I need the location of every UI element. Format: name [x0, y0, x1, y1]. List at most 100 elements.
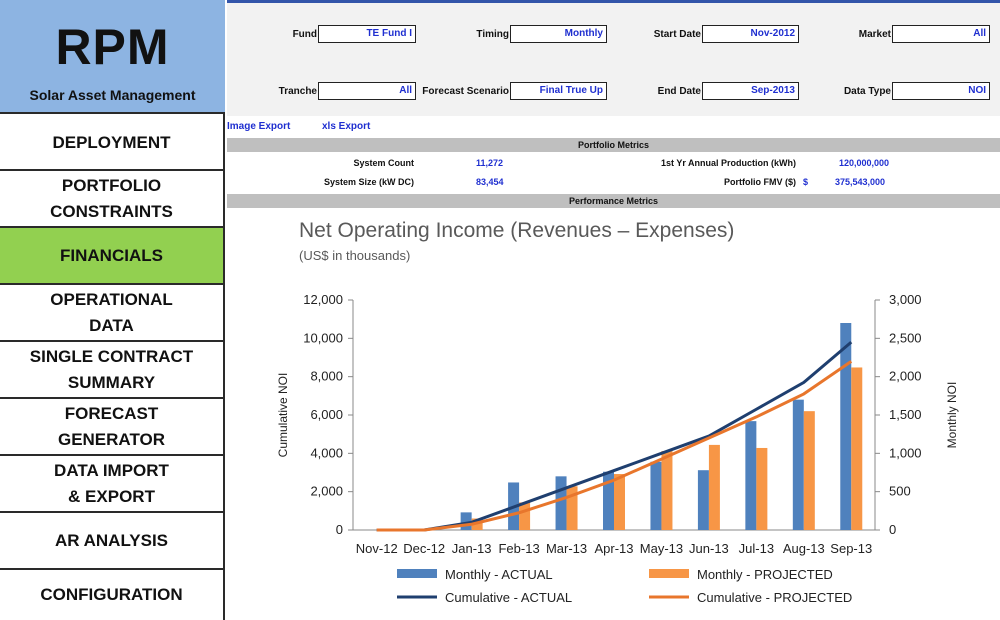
- nav-data-import-export[interactable]: DATA IMPORT & EXPORT: [0, 456, 223, 513]
- bar-actual: [792, 399, 804, 530]
- x-tick-label: Jun-13: [689, 541, 729, 556]
- x-tick-label: Nov-12: [356, 541, 398, 556]
- x-tick-label: May-13: [640, 541, 683, 556]
- left-tick-label: 10,000: [303, 330, 343, 345]
- bar-actual: [555, 476, 567, 530]
- x-tick-label: Apr-13: [594, 541, 633, 556]
- bar-projected: [851, 367, 863, 530]
- sidebar: RPM Solar Asset Management DEPLOYMENT PO…: [0, 0, 225, 620]
- legend-label: Cumulative - PROJECTED: [697, 590, 852, 605]
- fmv-value: 375,543,000: [835, 177, 886, 187]
- right-tick-label: 500: [889, 484, 911, 499]
- legend-label: Monthly - PROJECTED: [697, 567, 833, 582]
- xls-export-link[interactable]: xls Export: [322, 121, 371, 132]
- legend-label: Cumulative - ACTUAL: [445, 590, 572, 605]
- nav-portfolio-constraints[interactable]: PORTFOLIO CONSTRAINTS: [0, 171, 223, 228]
- timing-select[interactable]: Monthly: [510, 25, 607, 43]
- right-tick-label: 3,000: [889, 292, 922, 307]
- system-count-label: System Count: [353, 158, 414, 168]
- tranche-select[interactable]: All: [318, 82, 416, 100]
- end-date-select[interactable]: Sep-2013: [702, 82, 799, 100]
- market-label: Market: [858, 29, 891, 40]
- x-tick-label: Mar-13: [546, 541, 587, 556]
- left-tick-label: 2,000: [310, 484, 343, 499]
- performance-metrics-header: Performance Metrics: [227, 194, 1000, 208]
- brand-subtitle: Solar Asset Management: [29, 87, 196, 103]
- right-axis-title: Monthly NOI: [945, 382, 959, 449]
- image-export-link[interactable]: Image Export: [227, 121, 291, 132]
- market-select[interactable]: All: [892, 25, 990, 43]
- right-tick-label: 1,000: [889, 445, 922, 460]
- legend-label: Monthly - ACTUAL: [445, 567, 553, 582]
- left-axis-title: Cumulative NOI: [276, 373, 290, 458]
- bar-projected: [661, 451, 673, 530]
- fmv-currency: $: [803, 177, 809, 187]
- nav-financials[interactable]: FINANCIALS: [0, 228, 223, 285]
- x-tick-label: Feb-13: [498, 541, 539, 556]
- chart-title: Net Operating Income (Revenues – Expense…: [299, 219, 734, 242]
- system-size-label: System Size (kW DC): [323, 177, 414, 187]
- x-tick-label: Dec-12: [403, 541, 445, 556]
- nav-label: SINGLE CONTRACT SUMMARY: [29, 346, 194, 392]
- fmv-label: Portfolio FMV ($): [724, 177, 796, 187]
- timing-label: Timing: [476, 29, 509, 40]
- bar-actual: [745, 421, 757, 530]
- nav-ar-analysis[interactable]: AR ANALYSIS: [0, 513, 223, 570]
- nav-label: FINANCIALS: [60, 245, 163, 265]
- nav-label: CONFIGURATION: [40, 585, 183, 604]
- left-tick-label: 8,000: [310, 369, 343, 384]
- bar-actual: [460, 512, 472, 530]
- nav-label: AR ANALYSIS: [54, 530, 169, 550]
- right-tick-label: 0: [889, 522, 896, 537]
- forecast-scenario-select[interactable]: Final True Up: [510, 82, 607, 100]
- fund-select[interactable]: TE Fund I: [318, 25, 416, 43]
- bar-actual: [840, 323, 852, 530]
- noi-chart-svg: Net Operating Income (Revenues – Expense…: [276, 219, 959, 605]
- data-type-select[interactable]: NOI: [892, 82, 990, 100]
- bar-projected: [566, 486, 578, 530]
- bar-actual: [603, 471, 614, 530]
- nav-label: FORECAST GENERATOR: [57, 403, 166, 449]
- left-tick-label: 4,000: [310, 445, 343, 460]
- bar-actual: [650, 461, 662, 530]
- nav-operational-data[interactable]: OPERATIONAL DATA: [0, 285, 223, 342]
- legend-swatch-projected: [649, 569, 689, 578]
- bar-projected: [756, 447, 768, 530]
- nav-configuration[interactable]: CONFIGURATION: [0, 570, 223, 620]
- bar-projected: [519, 502, 531, 530]
- nav-label: DEPLOYMENT: [52, 132, 171, 152]
- nav-deployment[interactable]: DEPLOYMENT: [0, 116, 223, 171]
- bar-projected: [803, 411, 815, 530]
- annual-production-value: 120,000,000: [839, 158, 890, 168]
- forecast-scenario-label: Forecast Scenario: [422, 86, 509, 97]
- start-date-label: Start Date: [653, 29, 701, 40]
- tranche-label: Tranche: [278, 86, 317, 97]
- nav-label: DATA IMPORT & EXPORT: [54, 460, 169, 506]
- nav-single-contract-summary[interactable]: SINGLE CONTRACT SUMMARY: [0, 342, 223, 399]
- system-size-value: 83,454: [476, 177, 504, 187]
- nav-forecast-generator[interactable]: FORECAST GENERATOR: [0, 399, 223, 456]
- bar-projected: [708, 444, 720, 530]
- filter-panel: Fund TE Fund I Timing Monthly Start Date…: [227, 0, 1000, 116]
- x-tick-label: Jul-13: [739, 541, 774, 556]
- left-tick-label: 0: [336, 522, 343, 537]
- line-cumulative-projected: [376, 360, 853, 532]
- annual-production-label: 1st Yr Annual Production (kWh): [660, 158, 796, 168]
- x-tick-label: Jan-13: [452, 541, 492, 556]
- fund-label: Fund: [292, 29, 317, 40]
- x-tick-label: Sep-13: [830, 541, 872, 556]
- system-count-value: 11,272: [476, 158, 504, 168]
- right-tick-label: 1,500: [889, 407, 922, 422]
- right-tick-label: 2,500: [889, 330, 922, 345]
- nav-label: PORTFOLIO CONSTRAINTS: [50, 175, 173, 221]
- left-tick-label: 12,000: [303, 292, 343, 307]
- right-tick-label: 2,000: [889, 369, 922, 384]
- bar-projected: [614, 474, 625, 530]
- noi-chart: Net Operating Income (Revenues – Expense…: [227, 208, 1000, 620]
- portfolio-metrics-header: Portfolio Metrics: [227, 138, 1000, 152]
- data-type-label: Data Type: [843, 86, 891, 97]
- bar-actual: [697, 470, 709, 530]
- chart-subtitle: (US$ in thousands): [299, 248, 410, 263]
- start-date-select[interactable]: Nov-2012: [702, 25, 799, 43]
- end-date-label: End Date: [657, 86, 701, 97]
